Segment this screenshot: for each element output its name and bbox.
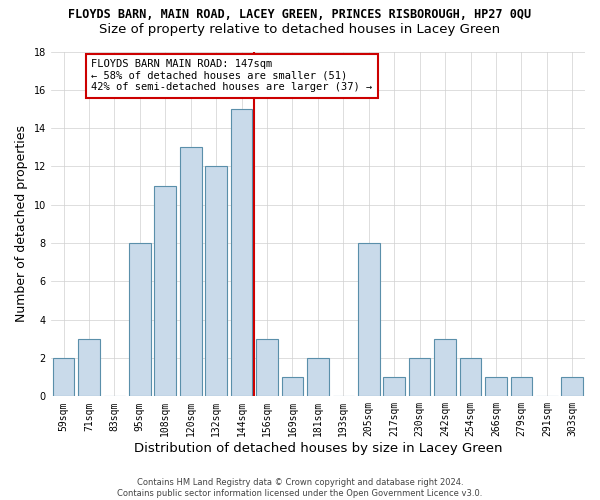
Text: FLOYDS BARN MAIN ROAD: 147sqm
← 58% of detached houses are smaller (51)
42% of s: FLOYDS BARN MAIN ROAD: 147sqm ← 58% of d… [91, 59, 373, 92]
Text: Size of property relative to detached houses in Lacey Green: Size of property relative to detached ho… [100, 22, 500, 36]
Bar [562, 377, 583, 396]
Bar [434, 339, 456, 396]
Text: Contains HM Land Registry data © Crown copyright and database right 2024.
Contai: Contains HM Land Registry data © Crown c… [118, 478, 482, 498]
Y-axis label: Number of detached properties: Number of detached properties [15, 126, 28, 322]
Bar [154, 186, 176, 396]
Bar [307, 358, 329, 397]
Bar [180, 148, 202, 396]
Bar [78, 339, 100, 396]
Bar [231, 109, 253, 397]
Bar [383, 377, 405, 396]
X-axis label: Distribution of detached houses by size in Lacey Green: Distribution of detached houses by size … [134, 442, 502, 455]
Bar [129, 243, 151, 396]
Bar [511, 377, 532, 396]
Bar [281, 377, 303, 396]
Bar [358, 243, 380, 396]
Text: FLOYDS BARN, MAIN ROAD, LACEY GREEN, PRINCES RISBOROUGH, HP27 0QU: FLOYDS BARN, MAIN ROAD, LACEY GREEN, PRI… [68, 8, 532, 20]
Bar [460, 358, 481, 397]
Bar [205, 166, 227, 396]
Bar [256, 339, 278, 396]
Bar [53, 358, 74, 397]
Bar [409, 358, 430, 397]
Bar [485, 377, 507, 396]
